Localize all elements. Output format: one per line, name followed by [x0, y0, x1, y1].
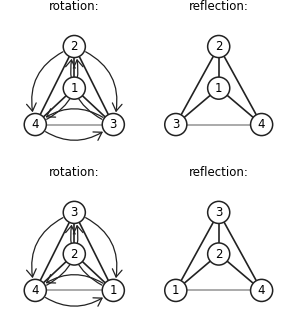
Text: 1: 1 [215, 82, 222, 94]
FancyArrowPatch shape [47, 60, 83, 119]
Text: 3: 3 [215, 206, 222, 219]
Text: 3: 3 [110, 118, 117, 131]
Text: 4: 4 [32, 118, 39, 131]
FancyArrowPatch shape [86, 52, 122, 111]
FancyArrowPatch shape [66, 60, 102, 119]
Circle shape [63, 36, 85, 58]
Text: 1: 1 [71, 82, 78, 94]
Text: rotation:: rotation: [49, 165, 100, 179]
Circle shape [63, 77, 85, 99]
Text: 1: 1 [172, 284, 180, 297]
Text: 2: 2 [215, 248, 222, 261]
FancyArrowPatch shape [66, 226, 102, 285]
FancyArrowPatch shape [27, 52, 63, 111]
Text: 4: 4 [32, 284, 39, 297]
Circle shape [251, 279, 273, 302]
Text: 1: 1 [110, 284, 117, 297]
Text: 2: 2 [71, 40, 78, 53]
Circle shape [208, 201, 230, 223]
Circle shape [24, 114, 46, 136]
Text: reflection:: reflection: [189, 165, 249, 179]
Circle shape [102, 279, 124, 302]
Text: 3: 3 [71, 206, 78, 219]
Circle shape [63, 201, 85, 223]
Text: 2: 2 [215, 40, 222, 53]
FancyArrowPatch shape [45, 132, 102, 140]
FancyArrowPatch shape [47, 275, 103, 283]
Circle shape [24, 279, 46, 302]
Circle shape [102, 114, 124, 136]
Circle shape [208, 243, 230, 265]
FancyArrowPatch shape [27, 218, 63, 277]
Circle shape [251, 114, 273, 136]
Text: 2: 2 [71, 248, 78, 261]
Text: 4: 4 [258, 284, 265, 297]
Circle shape [165, 279, 187, 302]
Text: reflection:: reflection: [189, 0, 249, 13]
Text: 3: 3 [172, 118, 180, 131]
Circle shape [165, 114, 187, 136]
FancyArrowPatch shape [47, 109, 103, 117]
Text: rotation:: rotation: [49, 0, 100, 13]
Text: 4: 4 [258, 118, 265, 131]
Circle shape [208, 77, 230, 99]
FancyArrowPatch shape [86, 218, 122, 277]
Circle shape [208, 36, 230, 58]
Circle shape [63, 243, 85, 265]
FancyArrowPatch shape [47, 226, 83, 285]
FancyArrowPatch shape [45, 297, 102, 306]
